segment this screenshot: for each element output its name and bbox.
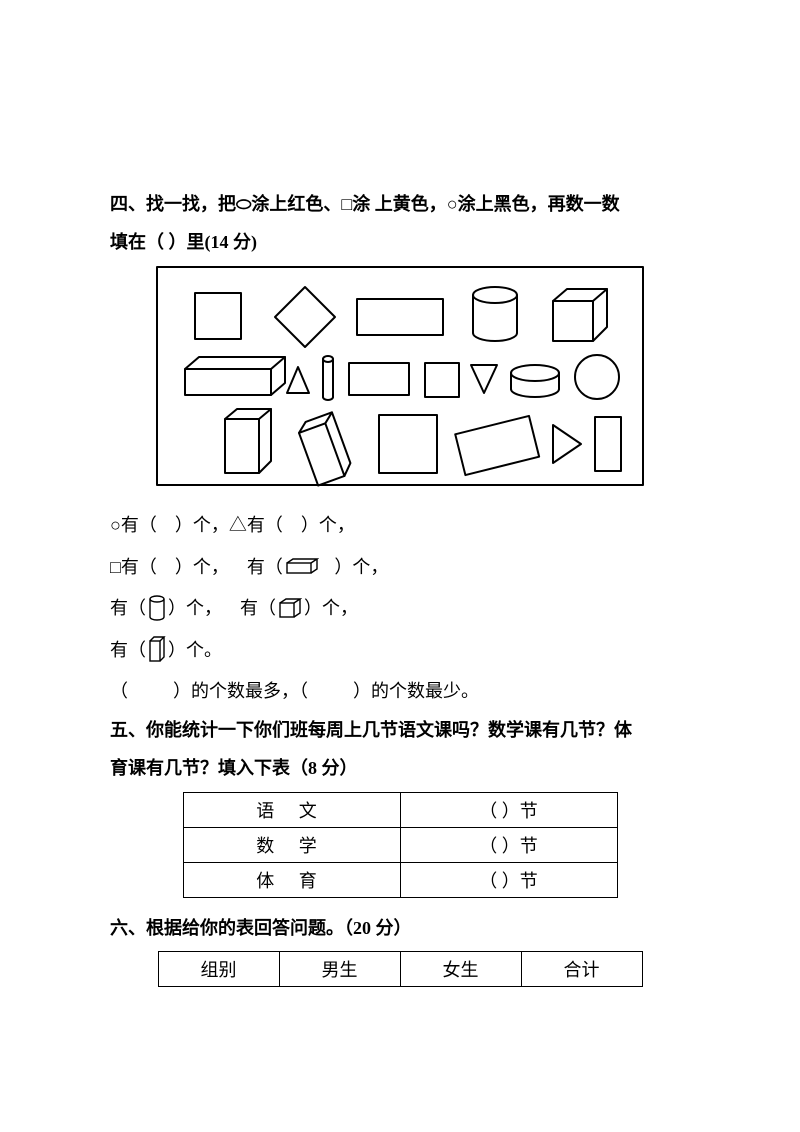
q5-table: 语 文 （ ）节 数 学 （ ）节 体 育 （ ）节: [183, 792, 618, 898]
cuboid-h-icon: [285, 557, 319, 575]
table-row: 体 育 （ ）节: [183, 862, 617, 897]
q4-line-5: （ ）的个数最多，（ ）的个数最少。: [110, 671, 690, 712]
q4-line-2: □有（ ）个， 有（ ）个，: [110, 547, 690, 588]
subject-cell: 数 学: [183, 827, 400, 862]
q4-heading-line2: 填在（ ）里(14 分): [110, 228, 690, 258]
cylinder-icon: [148, 595, 166, 621]
table-row: 数 学 （ ）节: [183, 827, 617, 862]
subject-cell: 语 文: [183, 792, 400, 827]
table-row: 组别 男生 女生 合计: [158, 952, 642, 987]
table-row: 语 文 （ ）节: [183, 792, 617, 827]
header-cell: 女生: [400, 952, 521, 987]
q4-line-3: 有（ ）个， 有（ ）个，: [110, 588, 690, 629]
header-cell: 组别: [158, 952, 279, 987]
value-cell: （ ）节: [400, 827, 617, 862]
q6-heading: 六、根据给你的表回答问题。（20 分）: [110, 914, 690, 944]
header-cell: 男生: [279, 952, 400, 987]
q5-heading-line1: 五、你能统计一下你们班每周上几节语文课吗？数学课有几节？体: [110, 716, 690, 746]
q6-table: 组别 男生 女生 合计: [158, 951, 643, 987]
header-cell: 合计: [521, 952, 642, 987]
q4-line-4: 有（ ）个。: [110, 630, 690, 671]
cube-icon: [278, 597, 302, 619]
cuboid-v-icon: [148, 635, 166, 663]
value-cell: （ ）节: [400, 792, 617, 827]
q5-heading-line2: 育课有几节？填入下表（8 分）: [110, 754, 690, 784]
q4-line-1: ○有（ ）个，△有（ ）个，: [110, 505, 690, 546]
subject-cell: 体 育: [183, 862, 400, 897]
value-cell: （ ）节: [400, 862, 617, 897]
q4-heading-line1: 四、找一找，把⬭涂上红色、□涂 上黄色，○涂上黑色，再数一数: [110, 190, 690, 220]
page-root: 四、找一找，把⬭涂上红色、□涂 上黄色，○涂上黑色，再数一数 填在（ ）里(14…: [0, 0, 800, 987]
shapes-figure: [155, 265, 645, 487]
